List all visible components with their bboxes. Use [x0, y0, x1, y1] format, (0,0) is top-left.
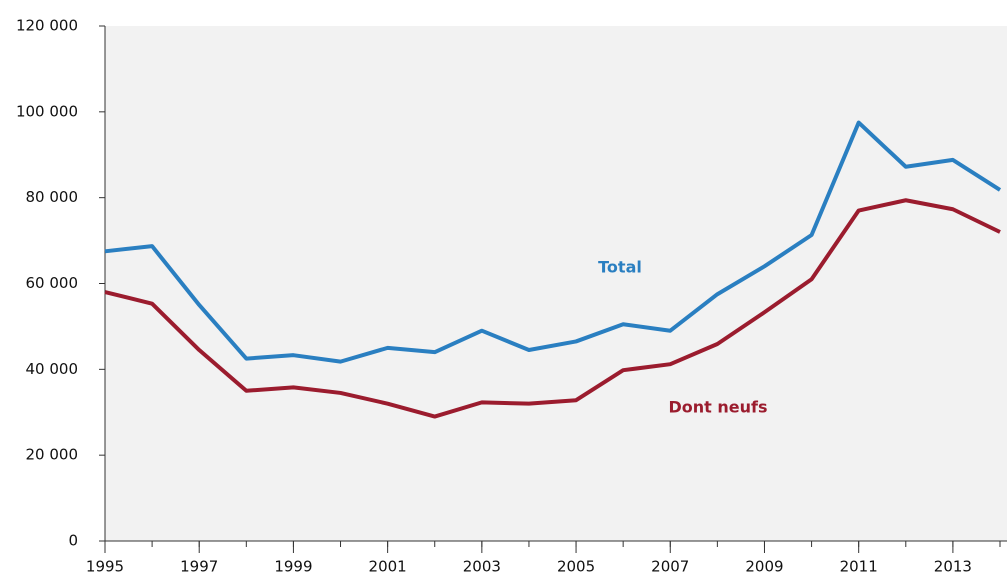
y-tick-label: 40 000: [26, 360, 79, 378]
series-line: [104, 120, 1002, 364]
x-tick-label: 2009: [745, 558, 783, 576]
y-tick-label: 20 000: [26, 446, 79, 464]
x-tick-label: 2003: [463, 558, 501, 576]
x-tick-label: 2005: [557, 558, 595, 576]
y-tick-label: 60 000: [26, 274, 79, 292]
y-tick-label: 100 000: [16, 102, 78, 120]
x-tick-label: 2001: [369, 558, 407, 576]
series-line: [104, 198, 1001, 419]
x-tick-label: 1995: [86, 558, 124, 576]
x-tick-label: 2013: [934, 558, 972, 576]
x-tick-label: 2011: [840, 558, 878, 576]
y-tick-label: 0: [68, 532, 78, 550]
y-tick-label: 120 000: [16, 17, 78, 35]
x-tick-label: 2007: [651, 558, 689, 576]
x-tick-label: 1997: [180, 558, 218, 576]
y-tick-label: 80 000: [26, 188, 79, 206]
series-label: Dont neufs: [669, 398, 768, 417]
series-label: Total: [598, 258, 642, 277]
x-tick-label: 1999: [274, 558, 312, 576]
plot-area: [105, 26, 1007, 541]
